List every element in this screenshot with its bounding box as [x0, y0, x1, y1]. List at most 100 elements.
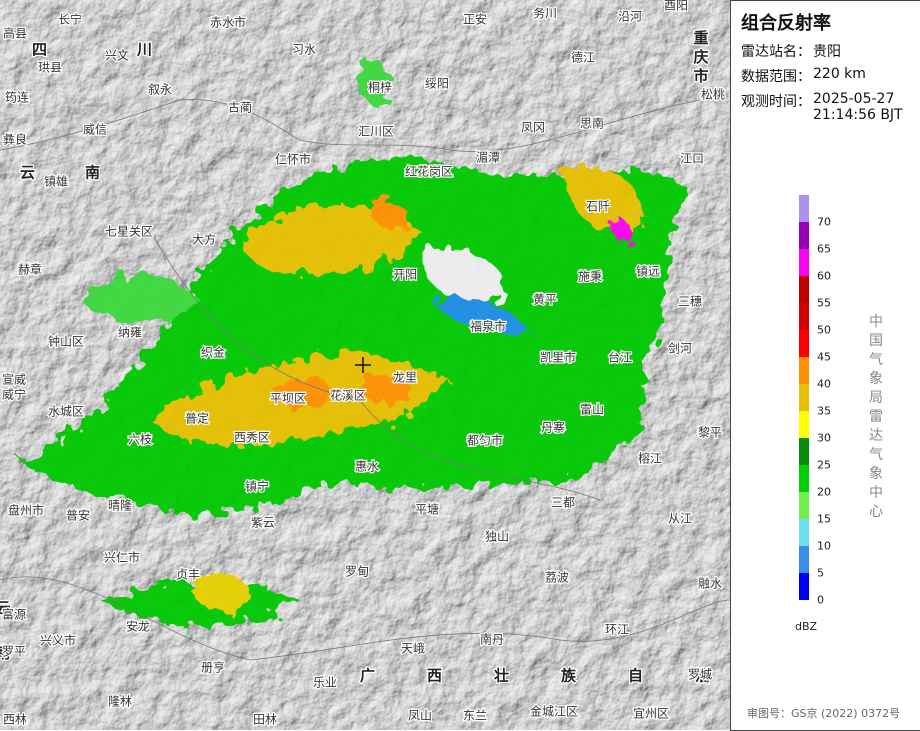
place-label: 桐梓 — [368, 80, 392, 95]
place-label: 天峨 — [401, 642, 425, 656]
legend-swatch — [799, 573, 809, 600]
place-label: 凤山 — [408, 709, 432, 723]
place-label: 湄潭 — [476, 151, 500, 165]
info-value: 贵阳 — [813, 44, 841, 60]
place-label: 筠连 — [5, 90, 29, 105]
place-label: 纳雍 — [118, 325, 142, 340]
place-label: 六枝 — [128, 432, 152, 447]
region-label: 四川 — [32, 41, 242, 59]
place-label: 珙县 — [38, 61, 62, 75]
place-label: 西秀区 — [234, 431, 270, 445]
place-label: 丹寨 — [541, 420, 565, 435]
legend-swatch — [799, 276, 809, 303]
place-label: 安龙 — [126, 619, 150, 634]
place-label: 平塘 — [415, 502, 439, 517]
info-label: 观测时间： — [741, 94, 811, 110]
place-label: 南丹 — [480, 632, 504, 647]
place-label: 环江 — [605, 623, 629, 637]
region-label: 云南 — [20, 164, 150, 182]
place-label: 沿河 — [618, 10, 642, 24]
region-label: 重庆市 — [692, 29, 710, 87]
place-label: 凯里市 — [540, 350, 576, 365]
place-label: 平坝区 — [270, 392, 306, 406]
place-label: 贞丰 — [176, 568, 200, 582]
place-label: 普安 — [66, 508, 90, 523]
place-label: 兴义市 — [40, 633, 76, 648]
legend-label: 0 — [817, 593, 824, 607]
legend-swatch — [799, 438, 809, 465]
place-label: 都匀市 — [467, 433, 503, 448]
legend-label: 50 — [817, 323, 831, 337]
place-label: 东兰 — [463, 709, 487, 723]
place-label: 罗平 — [2, 645, 26, 659]
region-label: 云南 — [0, 600, 12, 690]
place-label: 赤水市 — [210, 15, 246, 30]
place-label: 榕江 — [638, 451, 662, 466]
radar-echo — [20, 58, 690, 627]
legend-label: 70 — [817, 215, 831, 229]
place-label: 乐业 — [313, 676, 337, 690]
place-label: 绥阳 — [425, 77, 449, 91]
place-label: 罗城 — [688, 668, 712, 682]
place-label: 龙里 — [393, 371, 417, 385]
legend-swatch — [799, 357, 809, 384]
place-label: 镇宁 — [245, 479, 269, 494]
place-label: 红花岗区 — [405, 164, 453, 179]
place-label: 水城区 — [48, 405, 84, 419]
legend-swatch — [799, 384, 809, 411]
legend-label: 45 — [817, 350, 831, 364]
place-label: 融水 — [698, 577, 722, 591]
legend-swatch — [799, 303, 809, 330]
place-label: 威信 — [83, 123, 107, 137]
place-label: 仁怀市 — [275, 152, 311, 167]
place-label: 德江 — [571, 50, 595, 65]
boundaries — [0, 99, 730, 661]
legend-label: 55 — [817, 296, 831, 310]
place-label: 镇远 — [636, 265, 660, 279]
place-label: 金城江区 — [530, 704, 578, 719]
place-label: 兴仁市 — [104, 550, 140, 565]
place-label: 汇川区 — [358, 125, 394, 139]
place-label: 罗甸 — [345, 565, 369, 579]
place-label: 惠水 — [355, 460, 379, 474]
place-label: 织金 — [201, 345, 225, 360]
place-label: 习水 — [292, 43, 316, 57]
place-label: 黄平 — [533, 293, 557, 307]
place-label: 施秉 — [578, 270, 602, 284]
region-label: 广西壮族自治区 — [360, 667, 730, 685]
legend-label: 30 — [817, 431, 831, 445]
place-label: 福泉市 — [470, 319, 506, 334]
legend-swatch — [799, 411, 809, 438]
info-label: 数据范围： — [741, 69, 811, 85]
place-label: 黎平 — [698, 426, 722, 440]
place-label: 大方 — [192, 232, 216, 247]
title: 组合反射率 — [741, 13, 831, 34]
place-label: 叙永 — [148, 83, 172, 97]
legend-swatch — [799, 492, 809, 519]
radar-site — [355, 357, 371, 373]
place-label: 七星关区 — [105, 225, 153, 239]
legend-label: 65 — [817, 242, 831, 256]
place-label: 田林 — [253, 713, 277, 727]
legend-label: 25 — [817, 458, 831, 472]
place-label: 镇雄 — [44, 174, 68, 189]
place-label: 松桃 — [701, 87, 725, 102]
place-label: 盘州市 — [8, 503, 44, 518]
place-label: 独山 — [485, 530, 509, 544]
legend-label: 10 — [817, 539, 831, 553]
legend-swatch — [799, 546, 809, 573]
info-label: 雷达站名： — [741, 44, 811, 60]
info-row: 数据范围： 220 km — [741, 66, 913, 86]
place-label: 剑河 — [668, 341, 692, 356]
place-label: 宜州区 — [633, 706, 669, 721]
place-label: 古蔺 — [228, 100, 252, 115]
legend-swatch — [799, 330, 809, 357]
place-label: 威宁 — [2, 387, 26, 402]
source: 中国气象局雷达气象中心 — [869, 314, 883, 520]
legend-label: 5 — [817, 566, 824, 580]
legend-label: 20 — [817, 485, 831, 499]
legend-label: 15 — [817, 512, 831, 526]
place-label: 隆林 — [108, 694, 132, 709]
place-label: 赫章 — [18, 262, 42, 277]
